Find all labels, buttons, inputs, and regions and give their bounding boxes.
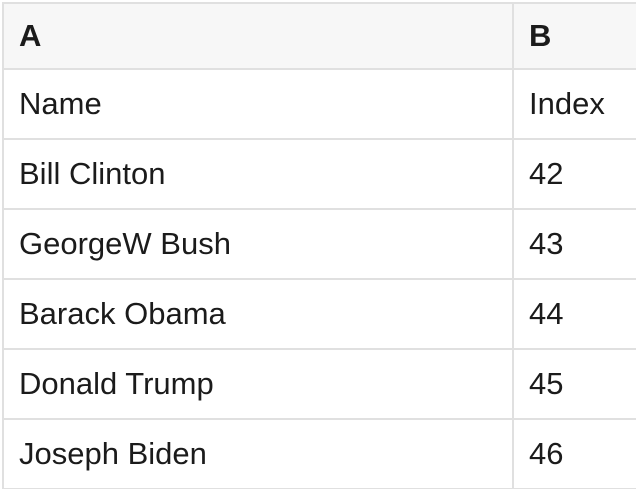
cell-b-5[interactable]: 45	[513, 349, 636, 420]
column-header-a[interactable]: A	[3, 3, 514, 70]
table-row: Bill Clinton 42	[3, 139, 636, 210]
table-row: Donald Trump 45	[3, 349, 636, 420]
column-header-b[interactable]: B	[513, 3, 636, 70]
cell-a-4[interactable]: Barack Obama	[3, 279, 514, 350]
table-row: Joseph Biden 46	[3, 419, 636, 489]
cell-b-6[interactable]: 46	[513, 419, 636, 489]
cell-b-1[interactable]: Index	[513, 69, 636, 140]
cell-b-3[interactable]: 43	[513, 209, 636, 280]
cell-b-2[interactable]: 42	[513, 139, 636, 210]
table-row: Barack Obama 44	[3, 279, 636, 350]
table-header: A B	[3, 3, 636, 70]
cell-a-5[interactable]: Donald Trump	[3, 349, 514, 420]
table-row: GeorgeW Bush 43	[3, 209, 636, 280]
cell-a-3[interactable]: GeorgeW Bush	[3, 209, 514, 280]
cell-a-2[interactable]: Bill Clinton	[3, 139, 514, 210]
cell-a-6[interactable]: Joseph Biden	[3, 419, 514, 489]
header-row: A B	[3, 3, 636, 70]
table-row: Name Index	[3, 69, 636, 140]
cell-b-4[interactable]: 44	[513, 279, 636, 350]
cell-a-1[interactable]: Name	[3, 69, 514, 140]
table-body: Name Index Bill Clinton 42 GeorgeW Bush 43 Bar…	[3, 69, 636, 489]
